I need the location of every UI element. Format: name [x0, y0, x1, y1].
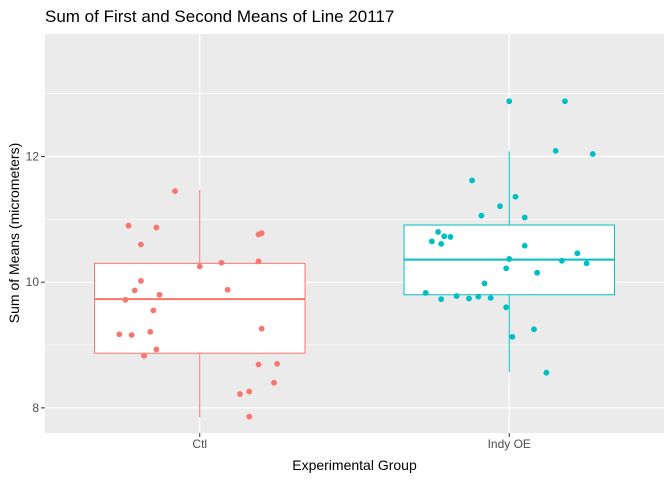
data-point [224, 286, 231, 293]
data-point [156, 291, 163, 298]
data-point [441, 233, 448, 240]
data-point [466, 295, 472, 302]
data-point [246, 388, 253, 395]
data-point [138, 278, 144, 284]
x-tick-label: Indy OE [488, 437, 531, 451]
data-point [141, 352, 147, 359]
data-point [503, 265, 510, 272]
data-point [497, 203, 503, 210]
data-point [438, 296, 445, 303]
data-point [428, 238, 435, 245]
data-point [589, 151, 596, 157]
data-point [237, 391, 243, 397]
data-point [122, 296, 129, 303]
y-tick-label: 8 [32, 401, 39, 415]
data-point [469, 177, 476, 184]
data-point [116, 331, 123, 338]
data-point [125, 222, 132, 229]
data-point [258, 325, 265, 332]
data-point [422, 289, 429, 296]
data-point [255, 361, 262, 368]
data-point [521, 214, 528, 221]
data-point [196, 263, 203, 270]
chart-title: Sum of First and Second Means of Line 20… [45, 7, 394, 26]
data-point [255, 231, 262, 238]
data-points [116, 98, 596, 420]
box-ctl [94, 262, 306, 354]
data-point [131, 287, 138, 294]
y-axis-title: Sum of Means (micrometers) [6, 143, 22, 323]
y-tick-label: 12 [26, 150, 40, 164]
y-tick-label: 10 [26, 275, 40, 289]
data-point [574, 250, 581, 257]
data-point [218, 259, 225, 266]
data-point [147, 328, 154, 335]
data-point [512, 193, 519, 200]
data-point [453, 293, 460, 299]
axis-ticks: 8 10 12 Ctl Indy OE [26, 150, 531, 451]
data-point [274, 360, 281, 367]
data-point [438, 240, 445, 247]
data-point [534, 269, 541, 276]
data-point [503, 304, 510, 311]
data-point [506, 98, 513, 105]
data-point [481, 280, 488, 287]
x-tick-label: Ctl [192, 437, 207, 451]
data-point [558, 257, 565, 264]
data-point [246, 413, 253, 420]
data-point [153, 224, 160, 231]
data-point [506, 256, 513, 262]
data-point [552, 147, 559, 154]
data-point [478, 212, 485, 219]
data-point [138, 241, 144, 248]
data-point [172, 188, 178, 194]
data-point [447, 234, 454, 240]
data-point [435, 229, 441, 235]
data-point [583, 260, 590, 267]
data-point [487, 295, 494, 301]
data-point [128, 332, 135, 338]
data-point [509, 333, 516, 340]
data-point [255, 258, 262, 265]
data-point [153, 346, 160, 353]
data-point [562, 98, 568, 105]
data-point [543, 369, 550, 376]
x-axis-title: Experimental Group [292, 457, 417, 473]
data-point [150, 307, 157, 314]
data-point [475, 293, 482, 300]
data-point [271, 379, 277, 386]
data-point [531, 326, 537, 333]
data-point [521, 242, 528, 249]
